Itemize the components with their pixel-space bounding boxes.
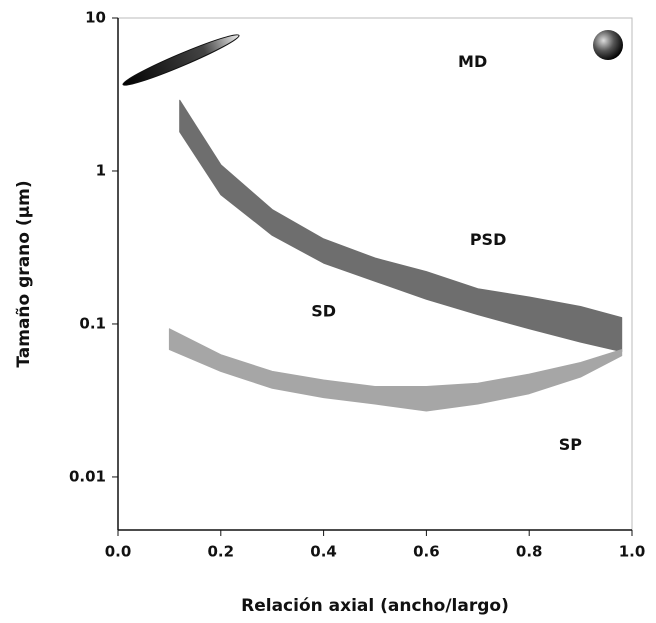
x-tick-label: 0.6 (413, 543, 440, 561)
region-label: SD (311, 301, 336, 320)
elongated-grain-icon (122, 34, 240, 86)
y-axis-title: Tamaño grano (µm) (14, 180, 34, 367)
y-tick-label: 0.1 (79, 314, 106, 332)
x-tick-label: 1.0 (619, 543, 646, 561)
x-tick-label: 0.4 (310, 543, 337, 561)
x-axis-title: Relación axial (ancho/largo) (241, 596, 509, 616)
y-tick-label: 1 (96, 161, 106, 179)
region-label: MD (458, 52, 487, 71)
y-tick-label: 0.01 (69, 467, 106, 485)
x-tick-label: 0.0 (105, 543, 132, 561)
x-tick-label: 0.8 (516, 543, 543, 561)
spherical-grain-icon (593, 30, 623, 60)
region-label: SP (559, 435, 583, 454)
band (179, 99, 623, 353)
region-label: PSD (470, 230, 507, 249)
band (168, 328, 623, 412)
x-tick-label: 0.2 (208, 543, 235, 561)
y-tick-label: 10 (85, 9, 106, 27)
